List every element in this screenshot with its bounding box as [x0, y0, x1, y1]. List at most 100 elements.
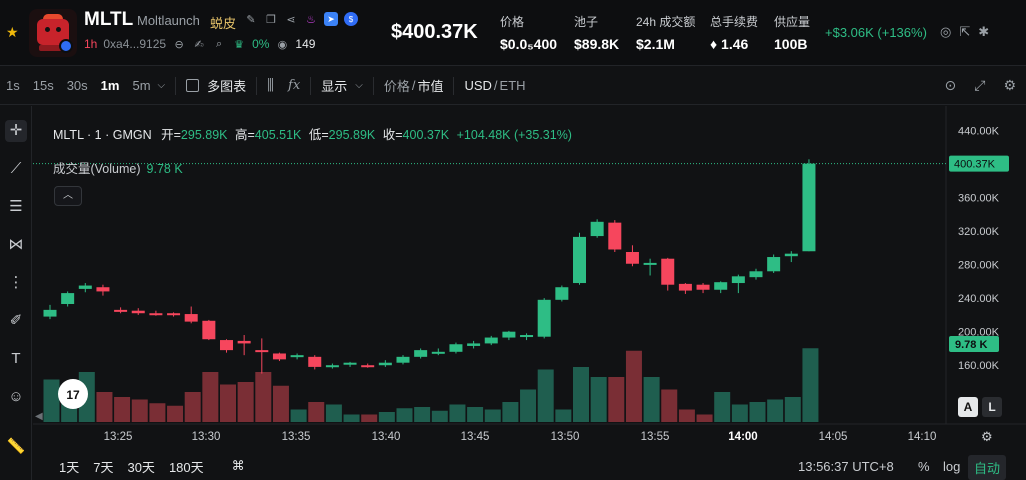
- volume-bar: [590, 377, 607, 422]
- collapse-legend-button[interactable]: ︿: [54, 186, 82, 206]
- contract-address[interactable]: 0xa4...9125: [103, 37, 167, 51]
- log-scale-l-button[interactable]: L: [982, 397, 1002, 417]
- x-tick-label: 14:00: [728, 431, 757, 443]
- candle-body: [537, 299, 551, 337]
- edit-icon[interactable]: ✎: [246, 13, 256, 26]
- ruler-icon[interactable]: 📏: [6, 438, 26, 455]
- volume-bar: [149, 403, 166, 422]
- stat-pool: 池子 $89.8K: [574, 15, 620, 52]
- timeframe-15s[interactable]: 15s: [32, 78, 54, 93]
- minus-circle-icon[interactable]: ⊖: [174, 38, 184, 51]
- search-icon[interactable]: ⌕: [215, 37, 223, 50]
- candle-body: [255, 350, 269, 353]
- display-menu[interactable]: 显示: [321, 79, 348, 94]
- candle-body: [343, 362, 357, 365]
- volume-bar: [184, 392, 201, 422]
- display-chevron-icon[interactable]: ⌵: [355, 80, 363, 91]
- x-tick-label: 14:05: [819, 431, 848, 443]
- horizontal-lines-icon[interactable]: ☰: [9, 198, 23, 215]
- candle-body: [749, 271, 763, 278]
- token-name: Moltlaunch: [137, 13, 200, 28]
- crosshair-icon[interactable]: ✛: [5, 120, 27, 142]
- eth-toggle[interactable]: ETH: [499, 78, 526, 93]
- telegram-icon[interactable]: ➤: [324, 12, 338, 26]
- candle-body: [696, 284, 710, 290]
- volume-bar: [484, 409, 501, 422]
- volume-bar: [272, 385, 289, 422]
- range-30d[interactable]: 30天: [127, 459, 155, 475]
- range-1d[interactable]: 1天: [59, 459, 80, 475]
- candle-body: [414, 350, 428, 357]
- y-tick-label: 240.00K: [958, 293, 1000, 305]
- candle-body: [802, 163, 816, 252]
- multi-chart-label[interactable]: 多图表: [207, 79, 247, 94]
- external-link-icon[interactable]: ⇱: [959, 24, 971, 39]
- volume-bar: [767, 399, 784, 422]
- percent-toggle[interactable]: %: [918, 459, 930, 474]
- auto-toggle[interactable]: 自动: [968, 455, 1007, 480]
- candle-body: [784, 253, 798, 257]
- volume-bar: [573, 367, 589, 422]
- goto-date-icon[interactable]: ⌘: [231, 458, 245, 473]
- range-bar: 1天 7天 30天 180天 ⌘ 13:56:37 UTC+8 % log 自动: [33, 452, 1026, 480]
- timeframe-5m[interactable]: 5m: [132, 78, 151, 93]
- trend-line-icon[interactable]: ⟋: [10, 160, 22, 177]
- candle-type-icon[interactable]: ⫼: [267, 77, 275, 94]
- dollar-icon[interactable]: $: [344, 12, 358, 26]
- chevron-down-icon[interactable]: ⌵: [157, 80, 166, 91]
- pattern-icon[interactable]: ⋈: [8, 236, 24, 253]
- pin-icon[interactable]: ✱: [978, 24, 990, 39]
- volume-bar: [431, 410, 448, 422]
- volume-bar: [255, 372, 272, 422]
- candle-body: [467, 343, 481, 346]
- candle-body: [590, 221, 604, 237]
- token-tag: 蜕皮: [210, 16, 237, 31]
- log-toggle[interactable]: log: [943, 459, 961, 474]
- usd-toggle[interactable]: USD: [464, 78, 492, 93]
- multi-chart-checkbox[interactable]: [186, 79, 200, 92]
- emoji-icon[interactable]: ☺: [8, 388, 24, 405]
- volume-bar: [714, 392, 731, 422]
- flame-icon[interactable]: ♨: [306, 13, 316, 26]
- volume-bar: [202, 372, 219, 422]
- volume-bar: [220, 384, 236, 422]
- range-180d[interactable]: 180天: [168, 459, 204, 475]
- candle-body: [625, 252, 639, 264]
- stat-price: 价格 $0.0₅400: [500, 15, 558, 52]
- candlestick-chart[interactable]: 440.00K400.00K360.00K320.00K280.00K240.0…: [33, 106, 1026, 452]
- indicator-fx-icon[interactable]: fx: [288, 78, 301, 93]
- text-tool-icon[interactable]: T: [11, 350, 21, 367]
- x-tick-label: 13:40: [372, 431, 401, 443]
- fib-tool-icon[interactable]: ⋮: [8, 274, 24, 291]
- scroll-left-icon: ◀: [35, 411, 43, 422]
- x-tick-label: 13:35: [282, 431, 311, 443]
- camera-icon[interactable]: ⊙: [944, 77, 957, 93]
- candle-body: [431, 351, 445, 354]
- favorite-star-icon[interactable]: ★: [6, 24, 19, 40]
- candle-body: [96, 287, 110, 292]
- timeframe-30s[interactable]: 30s: [66, 78, 88, 93]
- token-age: 1h: [84, 37, 98, 51]
- volume-bar: [731, 404, 748, 422]
- auto-scale-a-button[interactable]: A: [958, 397, 978, 417]
- volume-bar: [378, 412, 395, 422]
- share-icon[interactable]: ⋖: [286, 13, 296, 26]
- candle-body: [61, 293, 75, 304]
- hide-eye-icon[interactable]: ◎: [940, 24, 952, 39]
- x-tick-label: 13:30: [192, 431, 221, 443]
- settings-gear-icon[interactable]: ⚙: [1003, 77, 1016, 93]
- edit-note-icon[interactable]: ✍: [194, 38, 204, 51]
- range-7d[interactable]: 7天: [93, 459, 114, 475]
- brush-icon[interactable]: ✐: [9, 312, 23, 329]
- timeframe-1s[interactable]: 1s: [6, 78, 20, 93]
- price-toggle[interactable]: 价格: [383, 79, 410, 94]
- candle-body: [131, 310, 145, 314]
- fullscreen-icon[interactable]: ⤢: [974, 77, 986, 93]
- timeframe-1m[interactable]: 1m: [100, 78, 120, 93]
- mcap-toggle[interactable]: 市值: [417, 79, 444, 94]
- volume-bar: [784, 397, 801, 422]
- candle-body: [167, 313, 181, 316]
- copy-icon[interactable]: ❐: [266, 13, 276, 26]
- token-logo: [29, 9, 77, 57]
- candle-body: [361, 365, 375, 368]
